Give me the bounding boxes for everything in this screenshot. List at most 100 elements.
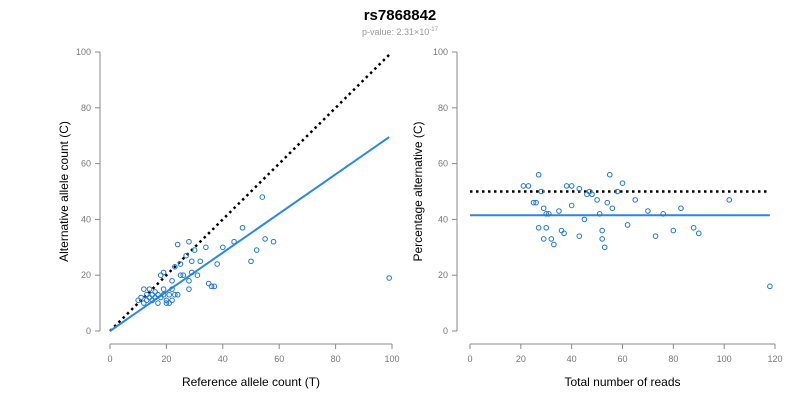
data-point [606, 171, 613, 178]
data-point [604, 199, 611, 206]
data-point [767, 283, 773, 290]
data-point [183, 252, 189, 259]
data-point [624, 222, 631, 228]
x-tick-label: 20 [516, 354, 526, 364]
x-axis-label: Total number of reads [564, 375, 680, 389]
data-point [194, 272, 201, 279]
y-tick-label: 40 [81, 214, 91, 224]
data-point [543, 211, 550, 217]
data-point [214, 261, 220, 267]
p-value-text: p-value: 2.31×10 [362, 27, 429, 37]
data-point [695, 230, 702, 237]
data-point [540, 236, 547, 242]
data-point [589, 191, 595, 198]
data-point [157, 272, 164, 279]
data-point [174, 291, 181, 298]
data-point [239, 224, 246, 231]
data-point [172, 291, 178, 298]
x-tick-label: 0 [107, 354, 112, 364]
data-point [678, 205, 684, 212]
data-point [160, 286, 167, 292]
data-point [186, 286, 192, 292]
x-tick-label: 0 [467, 354, 472, 364]
y-tick-label: 60 [438, 159, 448, 169]
y-tick-label: 0 [443, 326, 448, 336]
y-tick-label: 20 [81, 270, 91, 280]
y-tick-label: 100 [76, 47, 91, 57]
data-point [601, 244, 608, 251]
data-point [540, 205, 547, 212]
data-point [609, 205, 616, 212]
right-scatter-panel: 0 20 40 60 80 100 120 0 20 40 60 80 100 Total number … [411, 47, 783, 389]
data-point [155, 291, 161, 298]
data-point [568, 183, 575, 189]
chart-title: rs7868842 [364, 7, 437, 24]
y-tick-label: 100 [433, 47, 448, 57]
data-point [177, 272, 184, 279]
data-point [660, 211, 666, 217]
chart-subtitle: p-value: 2.31×10-17 [362, 27, 439, 37]
data-point [135, 297, 141, 304]
y-tick-label: 80 [438, 103, 448, 113]
data-point [186, 277, 192, 284]
data-point [191, 247, 198, 253]
data-point [180, 272, 187, 279]
data-point [558, 227, 565, 234]
x-tick-label: 100 [717, 354, 732, 364]
x-tick-label: 80 [331, 354, 341, 364]
data-point [188, 269, 195, 276]
x-tick-label: 120 [767, 354, 782, 364]
data-point [143, 297, 150, 304]
y-tick-label: 80 [81, 103, 91, 113]
data-point [169, 286, 175, 292]
data-point [576, 185, 583, 192]
p-value-exponent: -17 [429, 27, 438, 33]
data-point [545, 211, 552, 217]
data-point [160, 291, 167, 298]
data-point [576, 233, 583, 239]
data-point [143, 291, 150, 298]
y-axis-label: Percentage alternative (C) [411, 121, 425, 261]
x-tick-label: 100 [384, 354, 399, 364]
data-point [270, 238, 277, 245]
data-point [535, 224, 542, 231]
data-point [169, 297, 175, 304]
data-point [203, 244, 209, 251]
data-point [530, 199, 537, 206]
data-point [152, 294, 158, 301]
data-point [525, 183, 532, 189]
data-point [146, 286, 153, 292]
left-scatter-panel: 0 20 40 60 80 100 0 20 40 60 80 100 Reference allele… [57, 47, 400, 389]
data-point [538, 188, 544, 195]
x-tick-label: 80 [668, 354, 678, 364]
data-point [155, 300, 161, 306]
x-tick-label: 60 [274, 354, 284, 364]
data-point [259, 194, 266, 200]
data-point [594, 197, 600, 203]
y-axis-label: Alternative allele count (C) [57, 121, 71, 262]
y-tick-label: 40 [438, 214, 448, 224]
data-point [177, 261, 184, 267]
data-point [208, 283, 215, 290]
data-point [157, 294, 164, 301]
data-point [262, 236, 268, 242]
data-point [163, 297, 170, 304]
data-point [138, 294, 144, 301]
data-point [584, 191, 590, 198]
data-point [160, 269, 167, 276]
x-tick-label: 40 [567, 354, 577, 364]
data-point [169, 277, 175, 284]
data-point [186, 238, 192, 245]
x-axis-label: Reference allele count (T) [182, 375, 320, 389]
data-point [568, 202, 575, 209]
data-point [619, 180, 626, 186]
data-point [166, 291, 173, 298]
fit-line [109, 136, 390, 332]
data-point [141, 286, 147, 292]
data-point [253, 247, 260, 253]
data-point [563, 183, 570, 189]
x-tick-label: 40 [218, 354, 228, 364]
data-point [149, 291, 156, 298]
data-point [548, 236, 555, 242]
